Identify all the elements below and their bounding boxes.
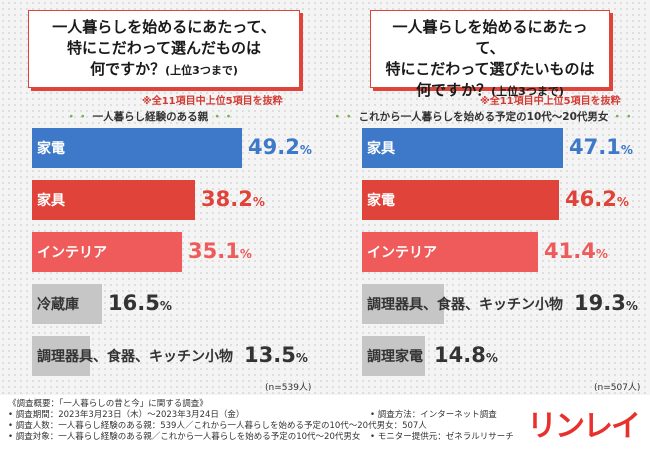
right-bar-label-2: 家電 — [367, 193, 395, 209]
left-bar-value-1: 49.2% — [248, 135, 312, 159]
right-bar-row-1: 家具 47.1% — [362, 128, 650, 168]
survey-count: • 調査人数：一人暮らし経験のある親：539人／これから一人暮らしを始める予定の… — [8, 421, 427, 431]
right-bar-value-2: 46.2% — [565, 187, 629, 211]
right-bar-label-4: 調理器具、食器、キッチン小物 — [367, 297, 563, 313]
left-bar-value-3: 35.1% — [188, 239, 252, 263]
left-title-suffix: (上位3つまで) — [165, 64, 238, 77]
right-subtitle-dots-right: ・・ — [612, 111, 636, 123]
right-bar-value-1: 47.1% — [569, 135, 633, 159]
left-bar-row-5: 調理器具、食器、キッチン小物 13.5% — [32, 336, 322, 376]
left-bar-row-1: 家電 49.2% — [32, 128, 322, 168]
right-bar-4 — [362, 284, 444, 324]
left-subtitle-text: 一人暮らし経験のある親 — [92, 111, 209, 123]
right-bar-value-4: 19.3% — [574, 291, 638, 315]
left-chart-title: 一人暮らしを始めるにあたって、 特にこだわって選んだものは 何ですか？(上位3つ… — [28, 10, 300, 88]
left-bar-label-2: 家具 — [37, 193, 65, 209]
right-subtitle-text: これから一人暮らしを始める予定の10代〜20代男女 — [358, 111, 609, 123]
right-title-line1: 一人暮らしを始めるにあたって、 — [392, 18, 588, 57]
survey-overview-title: 《調査概要：「一人暮らしの昔と今」に関する調査》 — [8, 399, 208, 409]
left-bar-3: インテリア — [32, 232, 182, 272]
left-bar-label-5: 調理器具、食器、キッチン小物 — [37, 349, 233, 365]
right-title-line3: 何ですか？ — [416, 81, 492, 99]
left-bar-5 — [32, 336, 90, 376]
right-bar-row-4: 調理器具、食器、キッチン小物 19.3% — [362, 284, 650, 324]
right-bar-2: 家電 — [362, 180, 559, 220]
left-bar-1: 家電 — [32, 128, 242, 168]
left-bar-label-3: インテリア — [37, 245, 107, 261]
survey-target: • 調査対象：一人暮らし経験のある親／これから一人暮らしを始める予定の10代〜2… — [8, 432, 361, 442]
right-bar-1: 家具 — [362, 128, 563, 168]
monitor-provider: • モニター提供元：ゼネラルリサーチ — [370, 432, 514, 442]
left-bar-label-4: 冷蔵庫 — [37, 297, 79, 313]
right-bar-label-5: 調理家電 — [367, 349, 423, 365]
left-bar-4 — [32, 284, 102, 324]
right-chart-note: ※全11項目中上位5項目を抜粋 — [480, 96, 621, 107]
left-subtitle-dots-right: ・・ — [211, 111, 235, 123]
right-chart-title: 一人暮らしを始めるにあたって、 特にこだわって選びたいものは 何ですか？(上位3… — [370, 10, 610, 99]
right-title-suffix: (上位3つまで) — [491, 85, 564, 98]
right-chart-subtitle: ・・ これから一人暮らしを始める予定の10代〜20代男女 ・・ — [332, 109, 635, 124]
left-chart-subtitle: ・・ 一人暮らし経験のある親 ・・ — [66, 109, 235, 124]
left-bar-value-2: 38.2% — [201, 187, 265, 211]
left-chart-note: ※全11項目中上位5項目を抜粋 — [142, 96, 283, 107]
left-bar-value-5: 13.5% — [244, 343, 308, 367]
right-bar-3: インテリア — [362, 232, 538, 272]
survey-period: • 調査期間：2023年3月23日（木）〜2023年3月24日（金） — [8, 410, 245, 420]
left-bar-label-1: 家電 — [37, 141, 65, 157]
right-bar-label-1: 家具 — [367, 141, 395, 157]
right-subtitle-dots-left: ・・ — [332, 111, 355, 123]
left-title-line2: 特にこだわって選んだものは — [67, 39, 261, 57]
survey-method: • 調査方法：インターネット調査 — [370, 410, 497, 420]
right-title-line2: 特にこだわって選びたいものは — [385, 60, 595, 78]
right-bar-label-3: インテリア — [367, 245, 437, 261]
left-bar-row-4: 冷蔵庫 16.5% — [32, 284, 322, 324]
left-title-line1: 一人暮らしを始めるにあたって、 — [52, 18, 276, 36]
left-bar-row-2: 家具 38.2% — [32, 180, 322, 220]
left-sample-size: (n=539人) — [265, 383, 312, 393]
right-bar-row-3: インテリア 41.4% — [362, 232, 650, 272]
rinrei-logo: リンレイ — [527, 409, 641, 444]
left-bar-value-4: 16.5% — [108, 291, 172, 315]
left-title-line3: 何ですか？ — [90, 60, 166, 78]
right-bar-row-2: 家電 46.2% — [362, 180, 650, 220]
right-bar-5 — [362, 336, 425, 376]
left-bar-2: 家具 — [32, 180, 195, 220]
right-bar-value-3: 41.4% — [544, 239, 608, 263]
left-bar-row-3: インテリア 35.1% — [32, 232, 322, 272]
left-subtitle-dots-left: ・・ — [66, 111, 89, 123]
right-bar-row-5: 調理家電 14.8% — [362, 336, 650, 376]
right-bar-value-5: 14.8% — [434, 343, 498, 367]
right-sample-size: (n=507人) — [594, 383, 641, 393]
